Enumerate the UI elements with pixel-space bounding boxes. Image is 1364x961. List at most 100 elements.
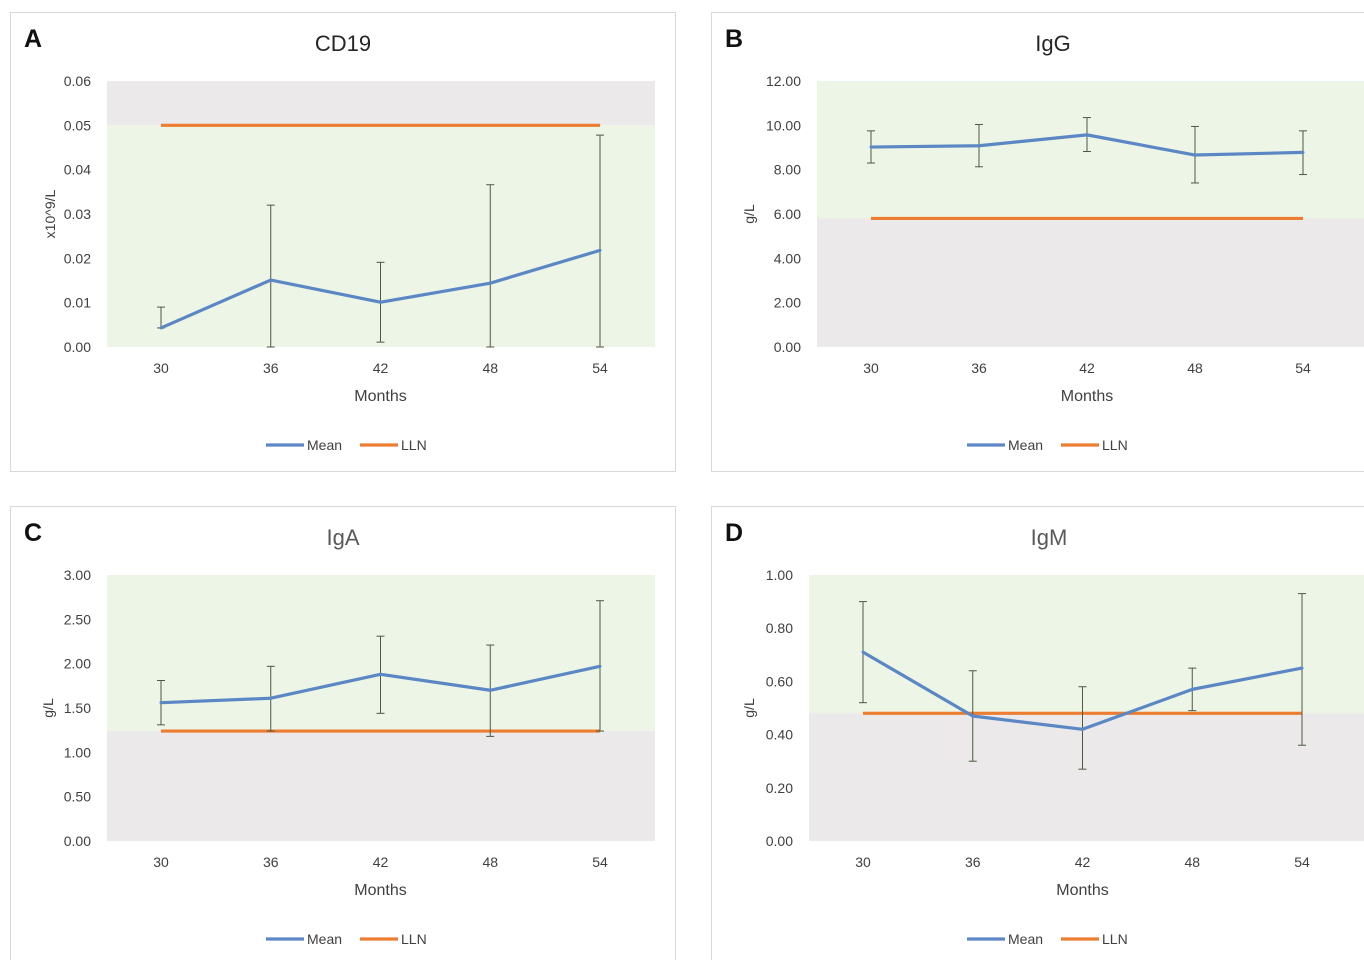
- y-tick-label: 3.00: [64, 567, 91, 583]
- x-tick-label: 42: [373, 360, 389, 376]
- chart-title-c: IgA: [326, 525, 359, 550]
- mean-point: [869, 145, 873, 149]
- legend-label-mean: Mean: [307, 437, 342, 453]
- y-tick-label: 4.00: [774, 250, 801, 266]
- y-tick-label: 0.20: [766, 780, 793, 796]
- mean-point: [379, 672, 382, 676]
- chart-panel-c: C IgA 0.00 0.50 1.00 1.50 2.00 2.50 3.00 g/L 30 36…: [10, 506, 676, 960]
- mean-point: [1301, 150, 1305, 154]
- panel-letter-d: D: [725, 519, 744, 547]
- legend-label-lln: LLN: [401, 931, 427, 947]
- plot-band-upper-a: [107, 81, 655, 126]
- y-tick-label: 0.05: [64, 117, 91, 133]
- mean-point: [159, 701, 163, 705]
- plot-band-lower-b: [817, 218, 1364, 347]
- y-axis-label-b: g/L: [741, 204, 757, 224]
- mean-point: [269, 696, 273, 700]
- panel-letter-b: B: [725, 25, 744, 53]
- mean-point: [269, 278, 273, 282]
- legend-label-mean: Mean: [1008, 931, 1043, 947]
- plot-band-upper-d: [809, 575, 1364, 714]
- plot-band-upper-b: [817, 81, 1364, 219]
- y-tick-label: 0.06: [64, 73, 91, 89]
- y-tick-label: 0.80: [766, 620, 793, 636]
- chart-b-svg: IgG 0.00 2.00 4.00 6.00 8.00 10.00 12.00 g/L 30 36…: [741, 31, 1364, 453]
- x-axis-label-d: Months: [1056, 882, 1108, 899]
- chart-title-b: IgG: [1035, 31, 1070, 56]
- x-tick-label: 42: [373, 854, 389, 870]
- x-tick-label: 54: [1294, 854, 1310, 870]
- x-tick-label: 30: [855, 854, 871, 870]
- chart-panel-b: B IgG 0.00 2.00 4.00 6.00 8.00 10.00 12.00 g/L 30…: [711, 12, 1364, 472]
- legend-label-lln: LLN: [401, 437, 427, 453]
- mean-point: [971, 714, 975, 718]
- y-tick-label: 0.04: [64, 162, 91, 178]
- y-tick-label: 0.00: [64, 833, 91, 849]
- x-tick-label: 30: [863, 360, 879, 376]
- x-tick-label: 48: [482, 360, 498, 376]
- x-tick-label: 36: [263, 360, 279, 376]
- x-tick-label: 30: [153, 360, 169, 376]
- chart-d-svg: IgM 0.00 0.20 0.40 0.60 0.80 1.00 g/L 30 36 42 48 54…: [741, 525, 1364, 947]
- x-tick-label: 30: [153, 854, 169, 870]
- panel-letter-a: A: [24, 25, 43, 53]
- y-tick-label: 10.00: [766, 117, 801, 133]
- y-axis-label-c: g/L: [40, 698, 56, 718]
- y-tick-label: 6.00: [774, 206, 801, 222]
- y-tick-label: 0.03: [64, 206, 91, 222]
- panel-letter-c: C: [24, 519, 43, 547]
- x-tick-label: 36: [263, 854, 279, 870]
- legend-label-lln: LLN: [1102, 437, 1128, 453]
- mean-point: [1193, 153, 1197, 157]
- chart-title-a: CD19: [315, 31, 371, 56]
- y-tick-label: 0.00: [766, 833, 793, 849]
- mean-point: [861, 650, 865, 654]
- plot-band-lower-c: [107, 731, 655, 841]
- mean-point: [977, 144, 981, 148]
- y-axis-label-a: x10^9/L: [42, 189, 58, 238]
- mean-point: [598, 248, 602, 252]
- y-axis-label-d: g/L: [741, 698, 757, 718]
- y-tick-label: 1.00: [766, 567, 793, 583]
- x-tick-label: 54: [1295, 360, 1311, 376]
- chart-panel-d: D IgM 0.00 0.20 0.40 0.60 0.80 1.00 g/L 30 36 42 48…: [711, 506, 1364, 960]
- chart-panel-a: A CD19 0.00 0.01 0.02 0.03 0.04 0.05 0.06 x10^9/…: [10, 12, 676, 472]
- x-tick-label: 48: [482, 854, 498, 870]
- x-tick-label: 36: [971, 360, 987, 376]
- x-tick-label: 54: [592, 360, 608, 376]
- y-tick-label: 1.00: [64, 744, 91, 760]
- y-tick-label: 0.02: [64, 250, 91, 266]
- chart-c-svg: IgA 0.00 0.50 1.00 1.50 2.00 2.50 3.00 g/L 30 36 42…: [40, 525, 655, 947]
- mean-point: [488, 688, 492, 692]
- x-tick-label: 42: [1079, 360, 1095, 376]
- y-tick-label: 0.40: [766, 727, 793, 743]
- y-tick-label: 0.60: [766, 673, 793, 689]
- mean-point: [1300, 666, 1304, 670]
- y-tick-label: 2.00: [64, 656, 91, 672]
- x-tick-label: 36: [965, 854, 981, 870]
- x-tick-label: 54: [592, 854, 608, 870]
- y-tick-label: 8.00: [774, 162, 801, 178]
- mean-point: [1085, 133, 1089, 137]
- chart-title-d: IgM: [1031, 525, 1068, 550]
- legend-label-lln: LLN: [1102, 931, 1128, 947]
- mean-point: [488, 281, 492, 285]
- y-tick-label: 2.00: [774, 295, 801, 311]
- y-tick-label: 2.50: [64, 611, 91, 627]
- x-tick-label: 48: [1187, 360, 1203, 376]
- plot-band-lower-d: [809, 713, 1364, 841]
- mean-point: [379, 300, 382, 304]
- y-tick-label: 0.00: [774, 339, 801, 355]
- chart-a-svg: CD19 0.00 0.01 0.02 0.03 0.04 0.05 0.06 x10^9/L 3…: [42, 31, 655, 453]
- legend-label-mean: Mean: [1008, 437, 1043, 453]
- y-tick-label: 0.00: [64, 339, 91, 355]
- mean-point: [1190, 687, 1194, 691]
- mean-point: [1081, 727, 1084, 731]
- x-axis-label-a: Months: [354, 388, 406, 405]
- y-tick-label: 0.01: [64, 295, 91, 311]
- mean-point: [598, 664, 602, 668]
- x-tick-label: 42: [1075, 854, 1091, 870]
- legend-label-mean: Mean: [307, 931, 342, 947]
- y-tick-label: 0.50: [64, 789, 91, 805]
- y-tick-label: 1.50: [64, 700, 91, 716]
